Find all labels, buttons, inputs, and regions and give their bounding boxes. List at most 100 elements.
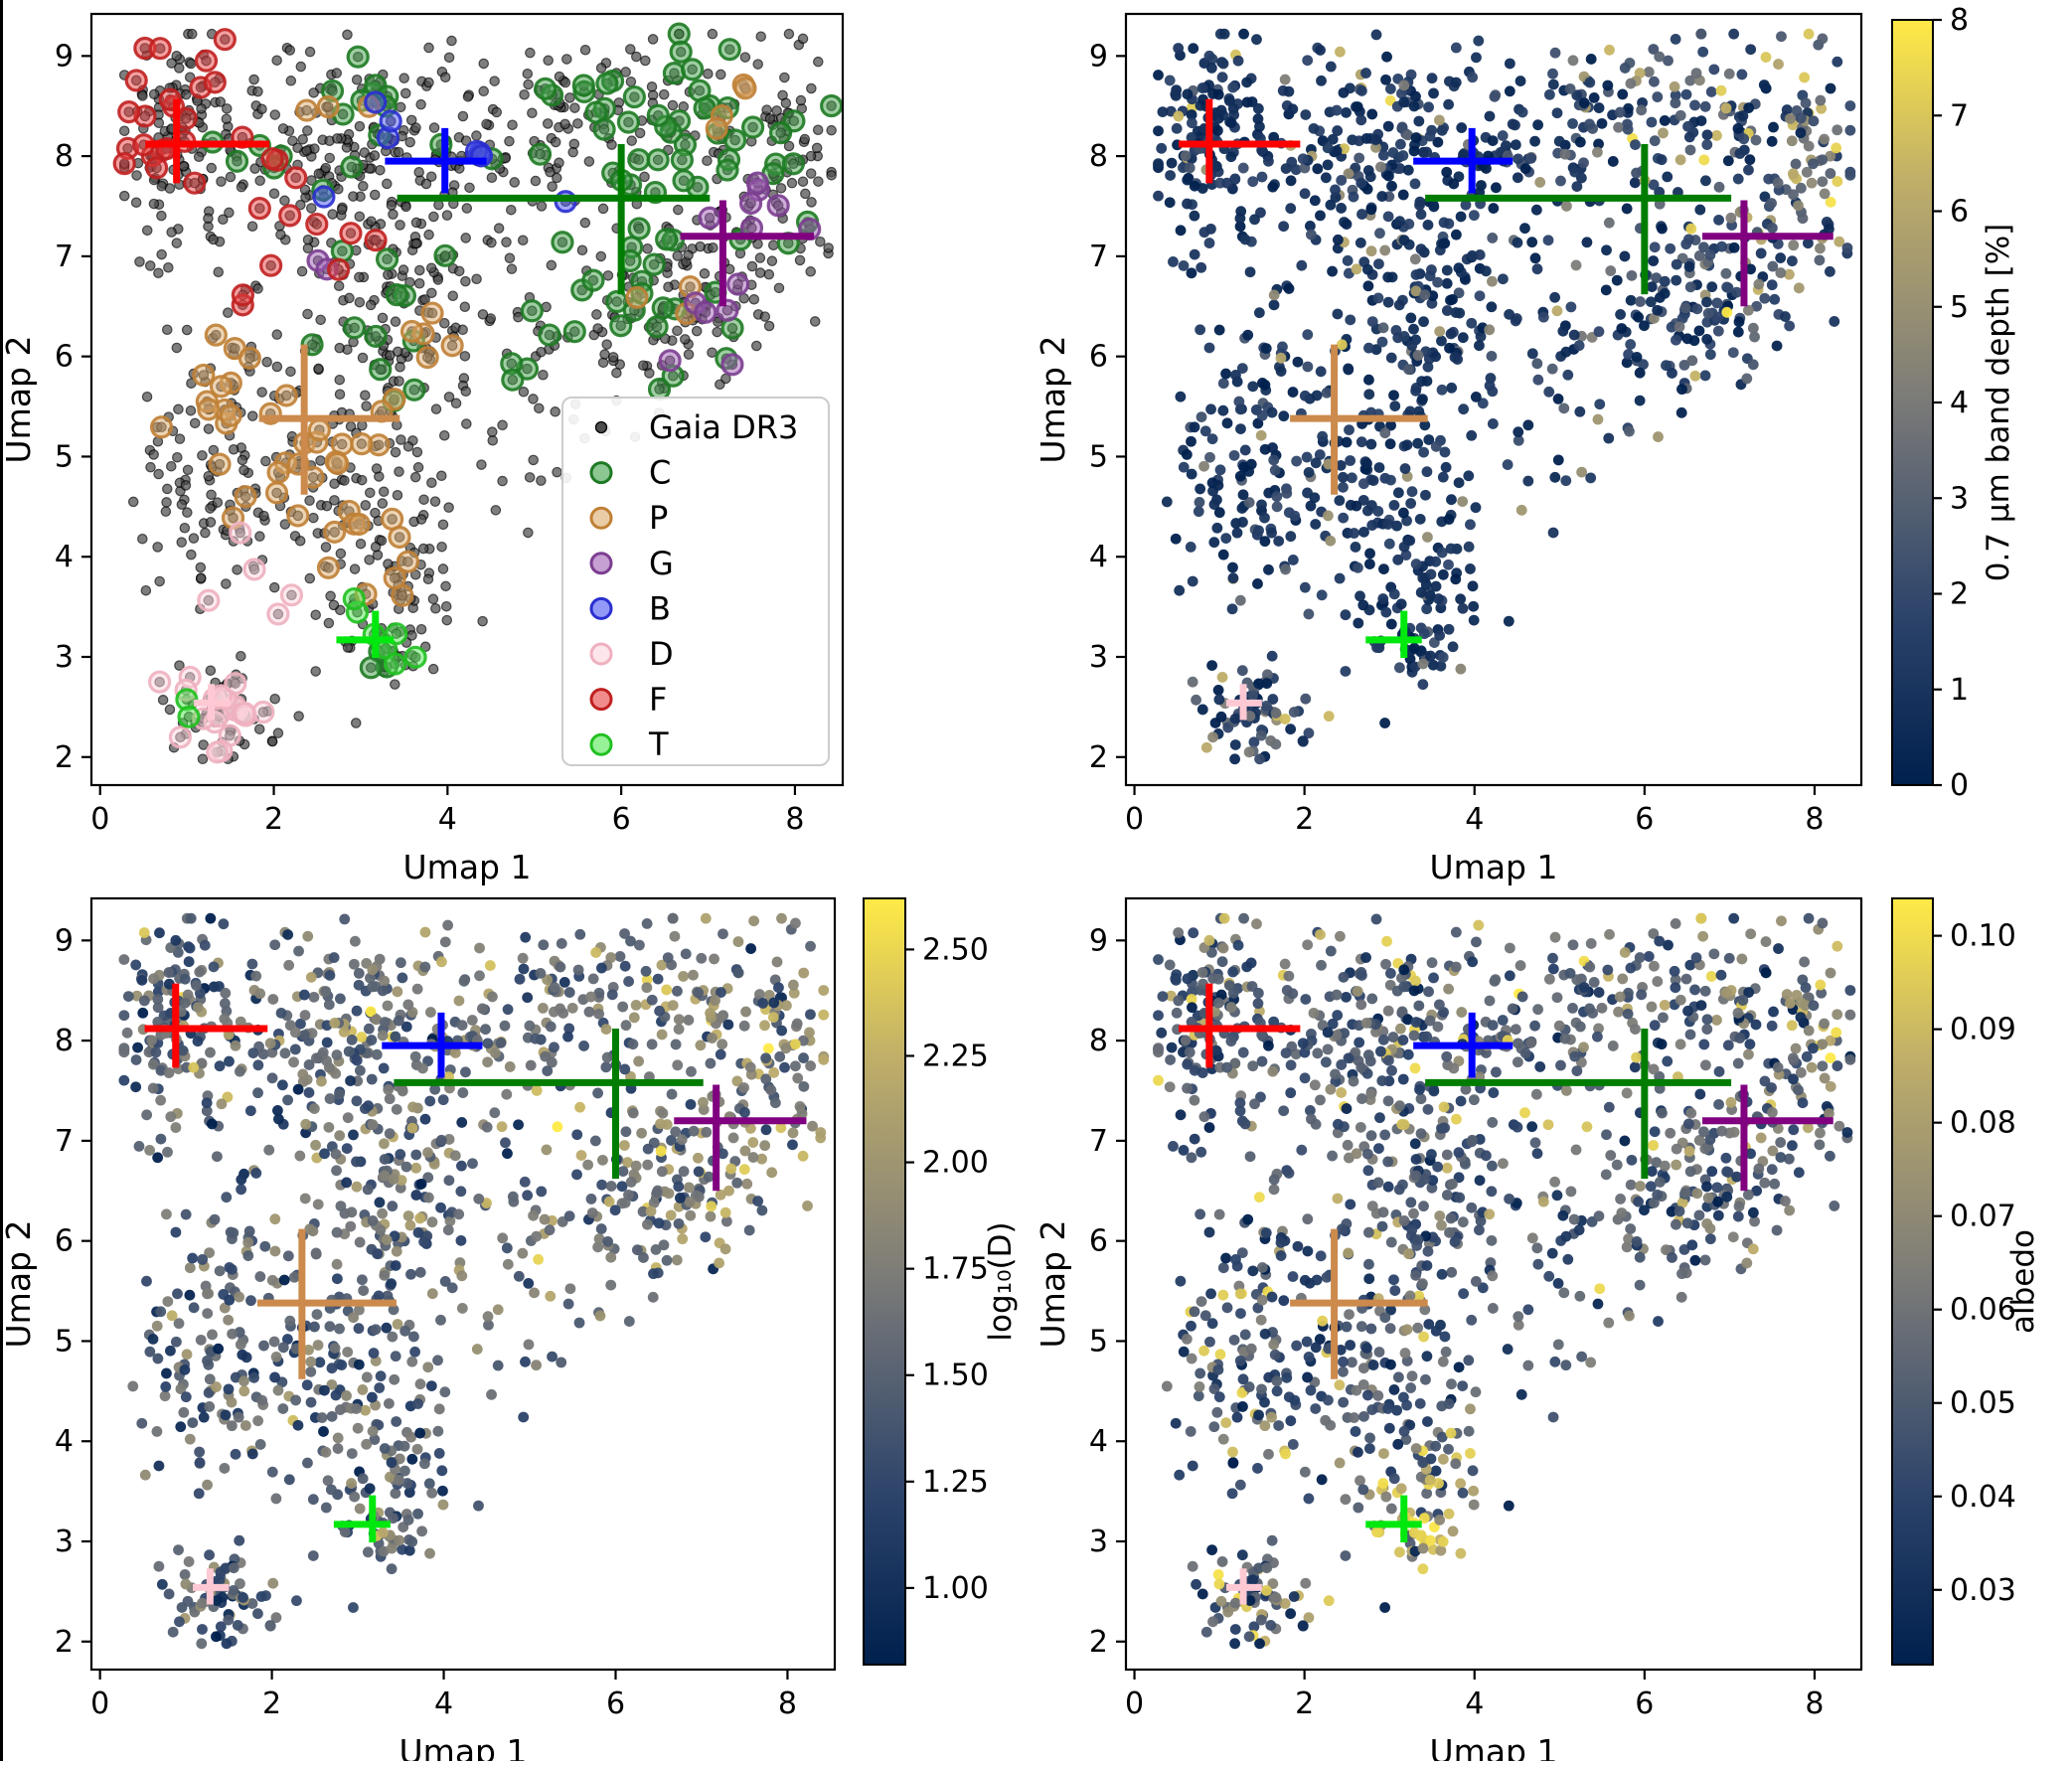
class-point-C bbox=[672, 150, 692, 170]
class-point-C bbox=[345, 318, 365, 338]
svg-text:6: 6 bbox=[612, 802, 631, 837]
class-point-F bbox=[114, 154, 134, 174]
svg-text:4: 4 bbox=[1950, 386, 1969, 420]
svg-text:6: 6 bbox=[1950, 195, 1969, 230]
class-point-C bbox=[611, 316, 631, 336]
legend-marker-B bbox=[591, 598, 611, 618]
class-point-C bbox=[618, 112, 638, 132]
class-point-C bbox=[342, 157, 362, 177]
class-point-G bbox=[728, 274, 748, 294]
class-point-C bbox=[653, 298, 673, 318]
svg-text:2: 2 bbox=[264, 802, 283, 837]
class-point-C bbox=[522, 301, 542, 321]
class-point-P bbox=[276, 386, 296, 405]
y-axis-label: Umap 2 bbox=[1034, 1220, 1072, 1349]
class-point-G bbox=[700, 208, 719, 228]
y-axis-label: Umap 2 bbox=[3, 336, 38, 464]
class-point-P bbox=[318, 558, 338, 577]
svg-text:4: 4 bbox=[438, 802, 457, 837]
legend-marker-gaia bbox=[596, 422, 607, 433]
class-point-D bbox=[199, 590, 219, 610]
svg-text:0: 0 bbox=[90, 1686, 109, 1721]
class-point-C bbox=[719, 40, 739, 60]
svg-text:1.00: 1.00 bbox=[922, 1571, 989, 1606]
svg-text:8: 8 bbox=[1950, 3, 1969, 38]
svg-text:6: 6 bbox=[1635, 802, 1654, 837]
class-point-P bbox=[206, 325, 226, 345]
class-point-P bbox=[318, 96, 338, 116]
svg-text:6: 6 bbox=[55, 1224, 74, 1259]
class-point-C bbox=[644, 254, 664, 274]
svg-text:5: 5 bbox=[1950, 290, 1969, 325]
class-point-F bbox=[341, 224, 361, 243]
class-point-F bbox=[233, 285, 252, 305]
class-point-F bbox=[366, 231, 386, 250]
class-point-C bbox=[629, 150, 649, 170]
class-point-C bbox=[783, 154, 803, 174]
legend-label-p: P bbox=[649, 499, 668, 537]
class-point-C bbox=[536, 79, 556, 98]
class-point-F bbox=[307, 215, 327, 235]
class-point-C bbox=[657, 230, 677, 249]
class-point-C bbox=[683, 60, 703, 80]
svg-text:2: 2 bbox=[1295, 802, 1314, 837]
class-point-P bbox=[349, 514, 369, 534]
svg-text:8: 8 bbox=[785, 802, 804, 837]
class-point-C bbox=[573, 76, 593, 95]
class-point-P bbox=[210, 454, 230, 474]
svg-text:1.50: 1.50 bbox=[922, 1359, 989, 1393]
class-point-P bbox=[325, 522, 345, 542]
svg-text:9: 9 bbox=[55, 39, 74, 74]
class-point-P bbox=[236, 487, 255, 507]
class-point-C bbox=[717, 160, 737, 180]
svg-text:1.75: 1.75 bbox=[922, 1252, 989, 1287]
class-point-C bbox=[583, 270, 603, 290]
svg-text:7: 7 bbox=[1950, 98, 1969, 133]
y-axis-label: Umap 2 bbox=[1034, 336, 1072, 464]
class-point-F bbox=[215, 30, 235, 50]
class-point-P bbox=[267, 483, 287, 503]
class-point-C bbox=[648, 150, 668, 170]
class-point-P bbox=[417, 348, 437, 368]
class-point-C bbox=[743, 117, 763, 137]
svg-text:2.50: 2.50 bbox=[922, 932, 989, 967]
svg-text:7: 7 bbox=[55, 1124, 74, 1159]
svg-text:4: 4 bbox=[55, 1424, 74, 1459]
class-point-C bbox=[348, 47, 368, 67]
svg-text:6: 6 bbox=[1089, 340, 1108, 375]
svg-text:2: 2 bbox=[1950, 577, 1969, 612]
class-point-G bbox=[741, 193, 761, 213]
colorbar-label-logd: log₁₀(D) bbox=[983, 1221, 1019, 1341]
class-point-C bbox=[648, 105, 668, 125]
class-point-T bbox=[344, 589, 364, 609]
legend-marker-T bbox=[591, 734, 611, 754]
class-point-D bbox=[208, 742, 228, 762]
legend-marker-F bbox=[591, 690, 611, 710]
svg-text:8: 8 bbox=[55, 1024, 74, 1058]
class-point-F bbox=[126, 71, 146, 90]
class-point-G bbox=[696, 302, 716, 322]
svg-text:5: 5 bbox=[1089, 439, 1108, 474]
class-point-C bbox=[366, 326, 386, 346]
svg-text:4: 4 bbox=[55, 540, 74, 574]
svg-text:9: 9 bbox=[1089, 39, 1108, 74]
svg-text:2.25: 2.25 bbox=[922, 1039, 989, 1073]
y-axis-label: Umap 2 bbox=[3, 1220, 38, 1349]
class-point-P bbox=[735, 79, 755, 98]
class-point-C bbox=[664, 64, 684, 83]
class-point-F bbox=[205, 73, 225, 92]
class-point-T bbox=[405, 647, 425, 667]
colorbar-label-band: 0.7 μm band depth [%] bbox=[1981, 224, 2016, 582]
svg-text:6: 6 bbox=[606, 1686, 625, 1721]
class-point-P bbox=[707, 118, 726, 138]
class-point-P bbox=[627, 287, 647, 307]
class-point-D bbox=[268, 604, 288, 624]
